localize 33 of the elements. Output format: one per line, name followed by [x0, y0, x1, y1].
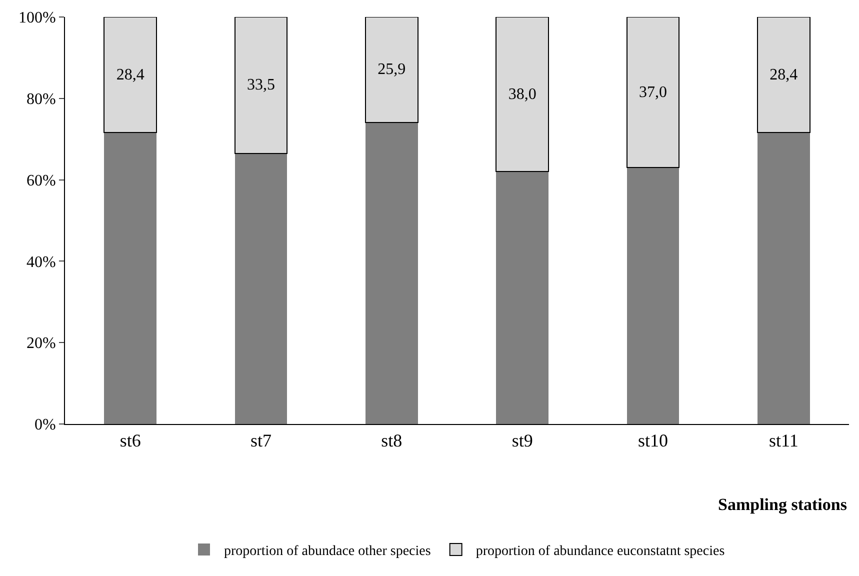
x-tick-label: st11 [769, 430, 798, 451]
x-tick-label: st8 [381, 430, 402, 451]
y-tick-label: 20% [26, 335, 56, 352]
bar [234, 153, 288, 424]
data-label: 28,4 [770, 66, 798, 84]
bar [496, 172, 548, 424]
legend-label: proportion of abundance euconstatnt species [476, 544, 725, 559]
bar [496, 17, 549, 172]
bar [365, 17, 418, 123]
data-label: 25,9 [378, 61, 406, 78]
x-tick-label: st10 [638, 430, 668, 451]
bar [366, 122, 418, 424]
bar [234, 17, 288, 154]
y-tick-label: 60% [26, 172, 56, 190]
legend-label: proportion of abundace other species [224, 544, 431, 559]
bar [104, 17, 157, 134]
bar [626, 17, 680, 168]
bar [104, 132, 156, 424]
x-tick-label: st6 [120, 430, 141, 451]
data-label: 33,5 [247, 76, 275, 94]
x-axis-title: Sampling stations [718, 495, 848, 514]
bar [626, 168, 680, 424]
data-label: 37,0 [639, 84, 667, 101]
y-tick-label: 100% [18, 10, 56, 27]
bar [758, 132, 810, 424]
x-tick-label: st7 [250, 430, 272, 451]
bar [757, 17, 810, 134]
x-tick-label: st9 [512, 430, 533, 451]
data-label: 38,0 [508, 86, 536, 103]
data-label: 28,4 [116, 66, 144, 84]
y-tick-label: 0% [34, 416, 56, 434]
y-tick-label: 80% [26, 91, 56, 108]
y-tick-label: 40% [26, 254, 56, 271]
